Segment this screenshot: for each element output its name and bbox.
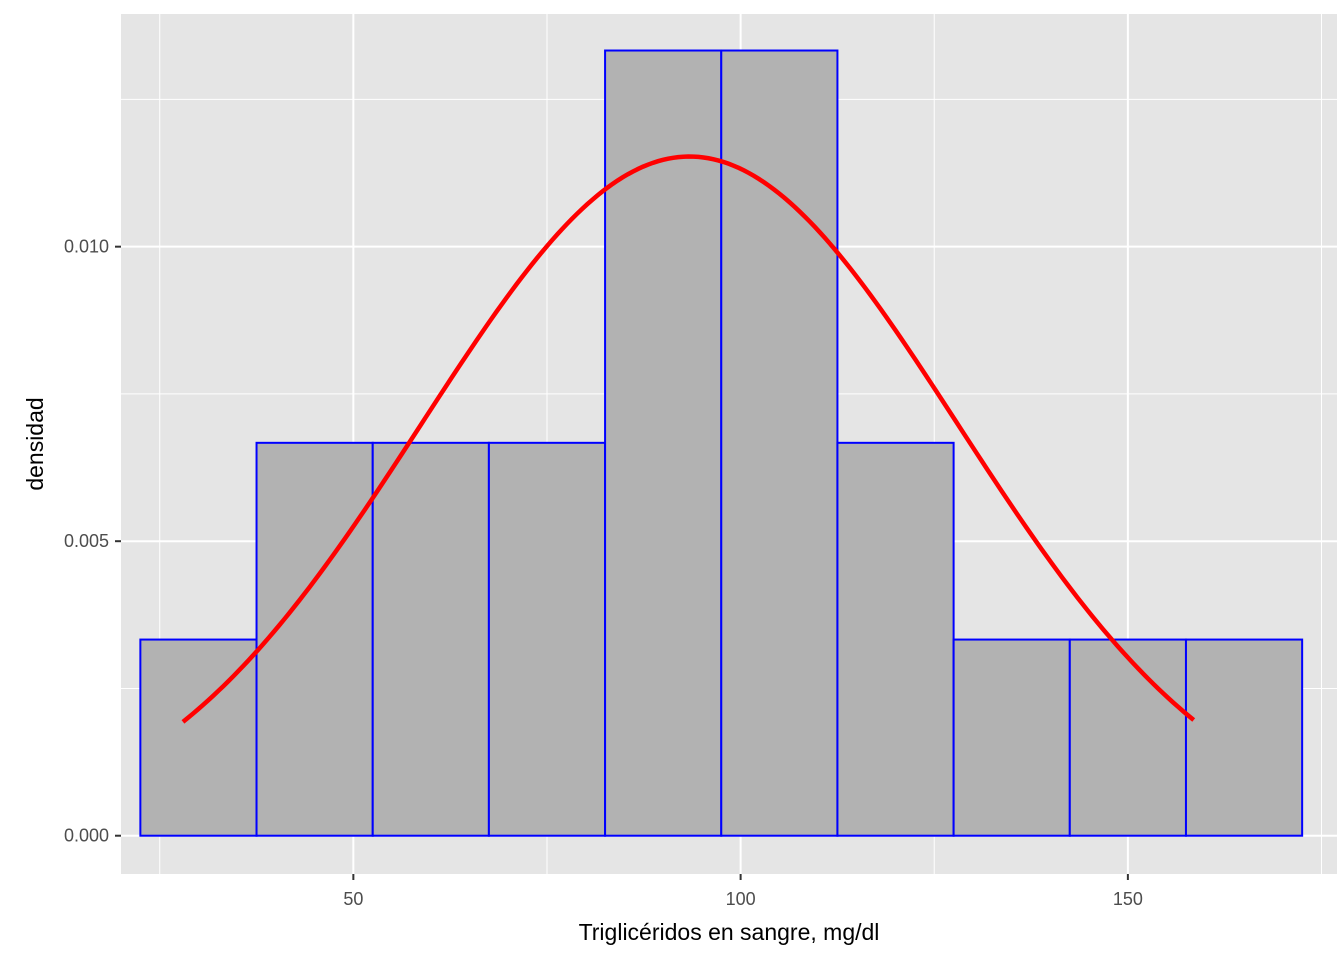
histogram-bar bbox=[371, 441, 490, 837]
density-curve bbox=[181, 154, 1196, 724]
histogram-bar bbox=[720, 49, 839, 837]
histogram-bar bbox=[952, 638, 1071, 837]
y-tick-label: 0.005 bbox=[64, 531, 109, 551]
x-tick-label: 50 bbox=[343, 889, 363, 909]
x-axis: 50 100 150 bbox=[343, 874, 1143, 909]
x-axis-title: Triglicéridos en sangre, mg/dl bbox=[579, 919, 880, 945]
histogram-bar bbox=[1068, 638, 1187, 837]
histogram-bar bbox=[1184, 638, 1304, 837]
y-axis-title: densidad bbox=[22, 397, 48, 490]
histogram-bars bbox=[139, 49, 1304, 837]
y-tick-label: 0.010 bbox=[64, 237, 109, 257]
x-tick-label: 100 bbox=[726, 889, 756, 909]
histogram-bar bbox=[604, 49, 723, 837]
histogram-bar bbox=[255, 441, 374, 837]
x-tick-label: 150 bbox=[1113, 889, 1143, 909]
histogram-bar bbox=[836, 441, 955, 837]
y-tick-label: 0.000 bbox=[64, 826, 109, 846]
y-axis: 0.000 0.005 0.010 bbox=[64, 237, 121, 846]
histogram-bar bbox=[487, 441, 607, 837]
